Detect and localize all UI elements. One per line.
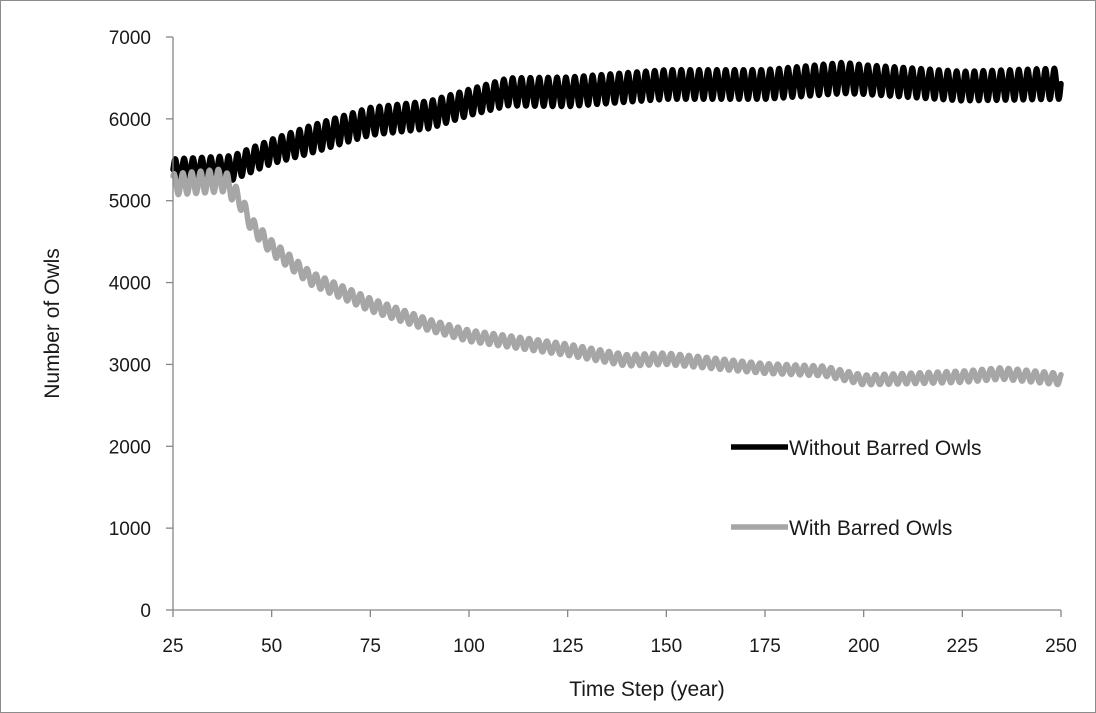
y-tick-label: 5000 bbox=[109, 192, 151, 213]
x-axis-ticks: 25 50 75 100 125 150 175 200 225 250 bbox=[162, 610, 1077, 657]
y-axis-title: Number of Owls bbox=[41, 248, 64, 399]
x-tick-label: 175 bbox=[749, 636, 781, 657]
legend-label-with-barred-owls: With Barred Owls bbox=[789, 517, 952, 540]
y-tick-label: 3000 bbox=[109, 355, 151, 376]
x-tick-label: 125 bbox=[552, 636, 584, 657]
x-tick-label: 100 bbox=[453, 636, 485, 657]
series-line-with-barred-owls bbox=[170, 166, 1064, 388]
x-tick-label: 25 bbox=[162, 636, 183, 657]
chart-legend: Without Barred Owls With Barred Owls bbox=[731, 437, 982, 540]
series-line-without-barred-owls bbox=[170, 59, 1064, 183]
y-tick-label: 1000 bbox=[109, 519, 151, 540]
y-tick-label: 4000 bbox=[109, 274, 151, 295]
x-tick-label: 150 bbox=[650, 636, 682, 657]
plot-lines bbox=[170, 59, 1064, 388]
x-tick-label: 250 bbox=[1045, 636, 1077, 657]
legend-label-without-barred-owls: Without Barred Owls bbox=[789, 437, 982, 460]
y-tick-label: 6000 bbox=[109, 110, 151, 131]
x-axis-title: Time Step (year) bbox=[569, 678, 725, 701]
y-axis-ticks: 0 1000 2000 3000 4000 5000 6000 7000 bbox=[109, 28, 173, 622]
x-tick-label: 50 bbox=[261, 636, 282, 657]
y-tick-label: 7000 bbox=[109, 28, 151, 49]
x-tick-label: 200 bbox=[848, 636, 880, 657]
y-tick-label: 0 bbox=[140, 601, 151, 622]
x-tick-label: 75 bbox=[360, 636, 381, 657]
x-tick-label: 225 bbox=[946, 636, 978, 657]
y-tick-label: 2000 bbox=[109, 437, 151, 458]
